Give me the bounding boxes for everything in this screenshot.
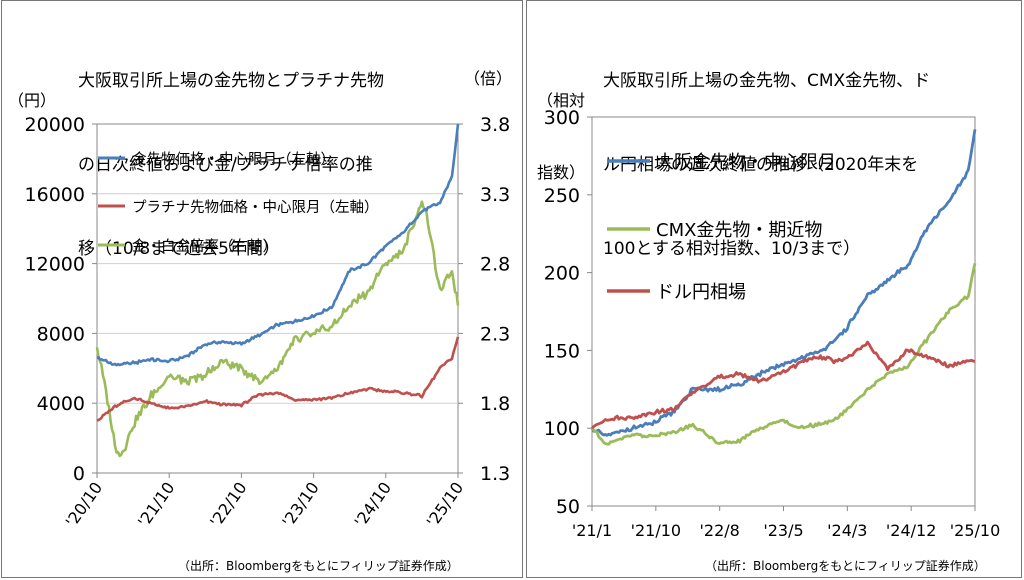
- chart2-series-line-blue: [590, 129, 977, 437]
- gold-platinum-chart-panel: 大阪取引所上場の金先物とプラチナ先物 の日次終値および金/プラチナ倍率の推 移（…: [1, 0, 523, 578]
- chart2-plot: 50 100 150 200 250 300 '21/1 '21/10 '22/8 '23/5 '2…: [544, 107, 1001, 540]
- chart1-left-tick-label: 4000: [37, 393, 85, 415]
- chart1-title-line3: 移（10/8まで過去5年間）: [78, 239, 280, 259]
- chart1-source: （出所：Bloombergをもとにフィリップ証券作成）: [178, 559, 459, 573]
- chart1-right-tick-label: 3.3: [480, 184, 510, 206]
- chart1-legend-label: 金先物価格・中心限月（左軸）: [132, 151, 335, 168]
- chart2-x-tick-label: '24/3: [827, 521, 867, 540]
- chart2-y-tick-label: 250: [544, 185, 580, 207]
- chart1-left-tick-label: 0: [73, 463, 85, 485]
- chart2-title: 大阪取引所上場の金先物、CMX金先物、ド ル円相場の週次終値の推移（2020年末…: [603, 11, 930, 319]
- chart1-series-line-green: [95, 200, 460, 458]
- chart1-series-line-blue: [96, 123, 460, 367]
- chart1-plot-area: [96, 123, 459, 474]
- chart2-x-tick-label: '23/5: [763, 521, 803, 540]
- chart1-legend-label: プラチナ先物価格・中心限月（左軸）: [132, 199, 379, 216]
- chart2-axis-unit-line2: 指数）: [537, 163, 586, 182]
- chart1-x-tick-label: '24/10: [351, 478, 396, 530]
- chart1-right-tick-label: 2.8: [480, 254, 510, 276]
- chart1-right-tick-label: 1.3: [480, 463, 510, 485]
- chart1-x-tick-label: '21/10: [134, 478, 179, 530]
- relative-index-chart-panel: 大阪取引所上場の金先物、CMX金先物、ド ル円相場の週次終値の推移（2020年末…: [526, 0, 1022, 578]
- chart2-plot-area: [591, 116, 976, 507]
- chart2-y-tick-label: 100: [544, 418, 580, 440]
- chart2-source: （出所：Bloombergをもとにフィリップ証券作成）: [705, 559, 986, 573]
- chart2-series-line-green: [590, 262, 977, 446]
- chart1-x-tick-label: '20/10: [62, 478, 107, 530]
- chart1-x-tick-label: '23/10: [278, 478, 323, 530]
- chart2-x-tick-label: '21/1: [572, 521, 612, 540]
- chart2-title-line2: ル円相場の週次終値の推移（2020年末を: [603, 155, 919, 175]
- chart2-x-tick-label: '25/10: [950, 521, 1001, 540]
- chart1-left-tick-label: 12000: [25, 254, 85, 276]
- chart2-series-line-red: [591, 340, 976, 430]
- chart1-left-tick-label: 8000: [37, 323, 85, 345]
- chart2-x-tick-label: '24/12: [886, 521, 937, 540]
- chart2-legend-label: 大阪金先物・中心限月: [656, 152, 836, 173]
- chart2-y-tick-label: 50: [556, 496, 580, 518]
- chart2-axis-unit: （相対 指数）: [537, 41, 585, 233]
- chart1-legend-label: 金・白金倍率（右軸）: [132, 238, 277, 255]
- chart1-right-axis-unit: （倍）: [464, 69, 513, 88]
- chart1-left-axis-unit: （円）: [8, 91, 57, 110]
- chart1-x-tick-label: '25/10: [423, 478, 468, 530]
- chart2-x-tick-label: '21/10: [631, 521, 682, 540]
- chart2-y-tick-label: 200: [544, 263, 580, 285]
- chart2-legend-label: CMX金先物・期近物: [656, 220, 822, 241]
- chart1-plot: 0 4000 8000 12000 16000 20000 1.3 1.8 2.3 2.8 3.3 3…: [25, 114, 511, 531]
- chart1-series-line-red: [96, 336, 460, 422]
- chart1-left-tick-label: 16000: [25, 184, 85, 206]
- chart1-left-tick-label: 20000: [25, 114, 85, 136]
- chart1-x-tick-label: '22/10: [206, 478, 251, 530]
- chart2-legend-label: ドル円相場: [656, 282, 746, 303]
- chart1-right-tick-label: 2.3: [480, 323, 510, 345]
- chart1-title-line2: の日次終値および金/プラチナ倍率の推: [78, 155, 373, 175]
- chart1-title: 大阪取引所上場の金先物とプラチナ先物 の日次終値および金/プラチナ倍率の推 移（…: [78, 11, 384, 319]
- chart2-axis-unit-line1: （相対: [537, 91, 586, 110]
- chart2-title-line3: 100とする相対指数、10/3まで）: [603, 239, 861, 259]
- chart2-x-tick-label: '22/8: [700, 521, 740, 540]
- chart1-right-tick-label: 1.8: [480, 393, 510, 415]
- chart2-y-tick-label: 150: [544, 340, 580, 362]
- chart1-title-line1: 大阪取引所上場の金先物とプラチナ先物: [78, 71, 384, 91]
- chart2-y-tick-label: 300: [544, 107, 580, 129]
- chart1-right-tick-label: 3.8: [480, 114, 510, 136]
- chart2-title-line1: 大阪取引所上場の金先物、CMX金先物、ド: [603, 71, 931, 91]
